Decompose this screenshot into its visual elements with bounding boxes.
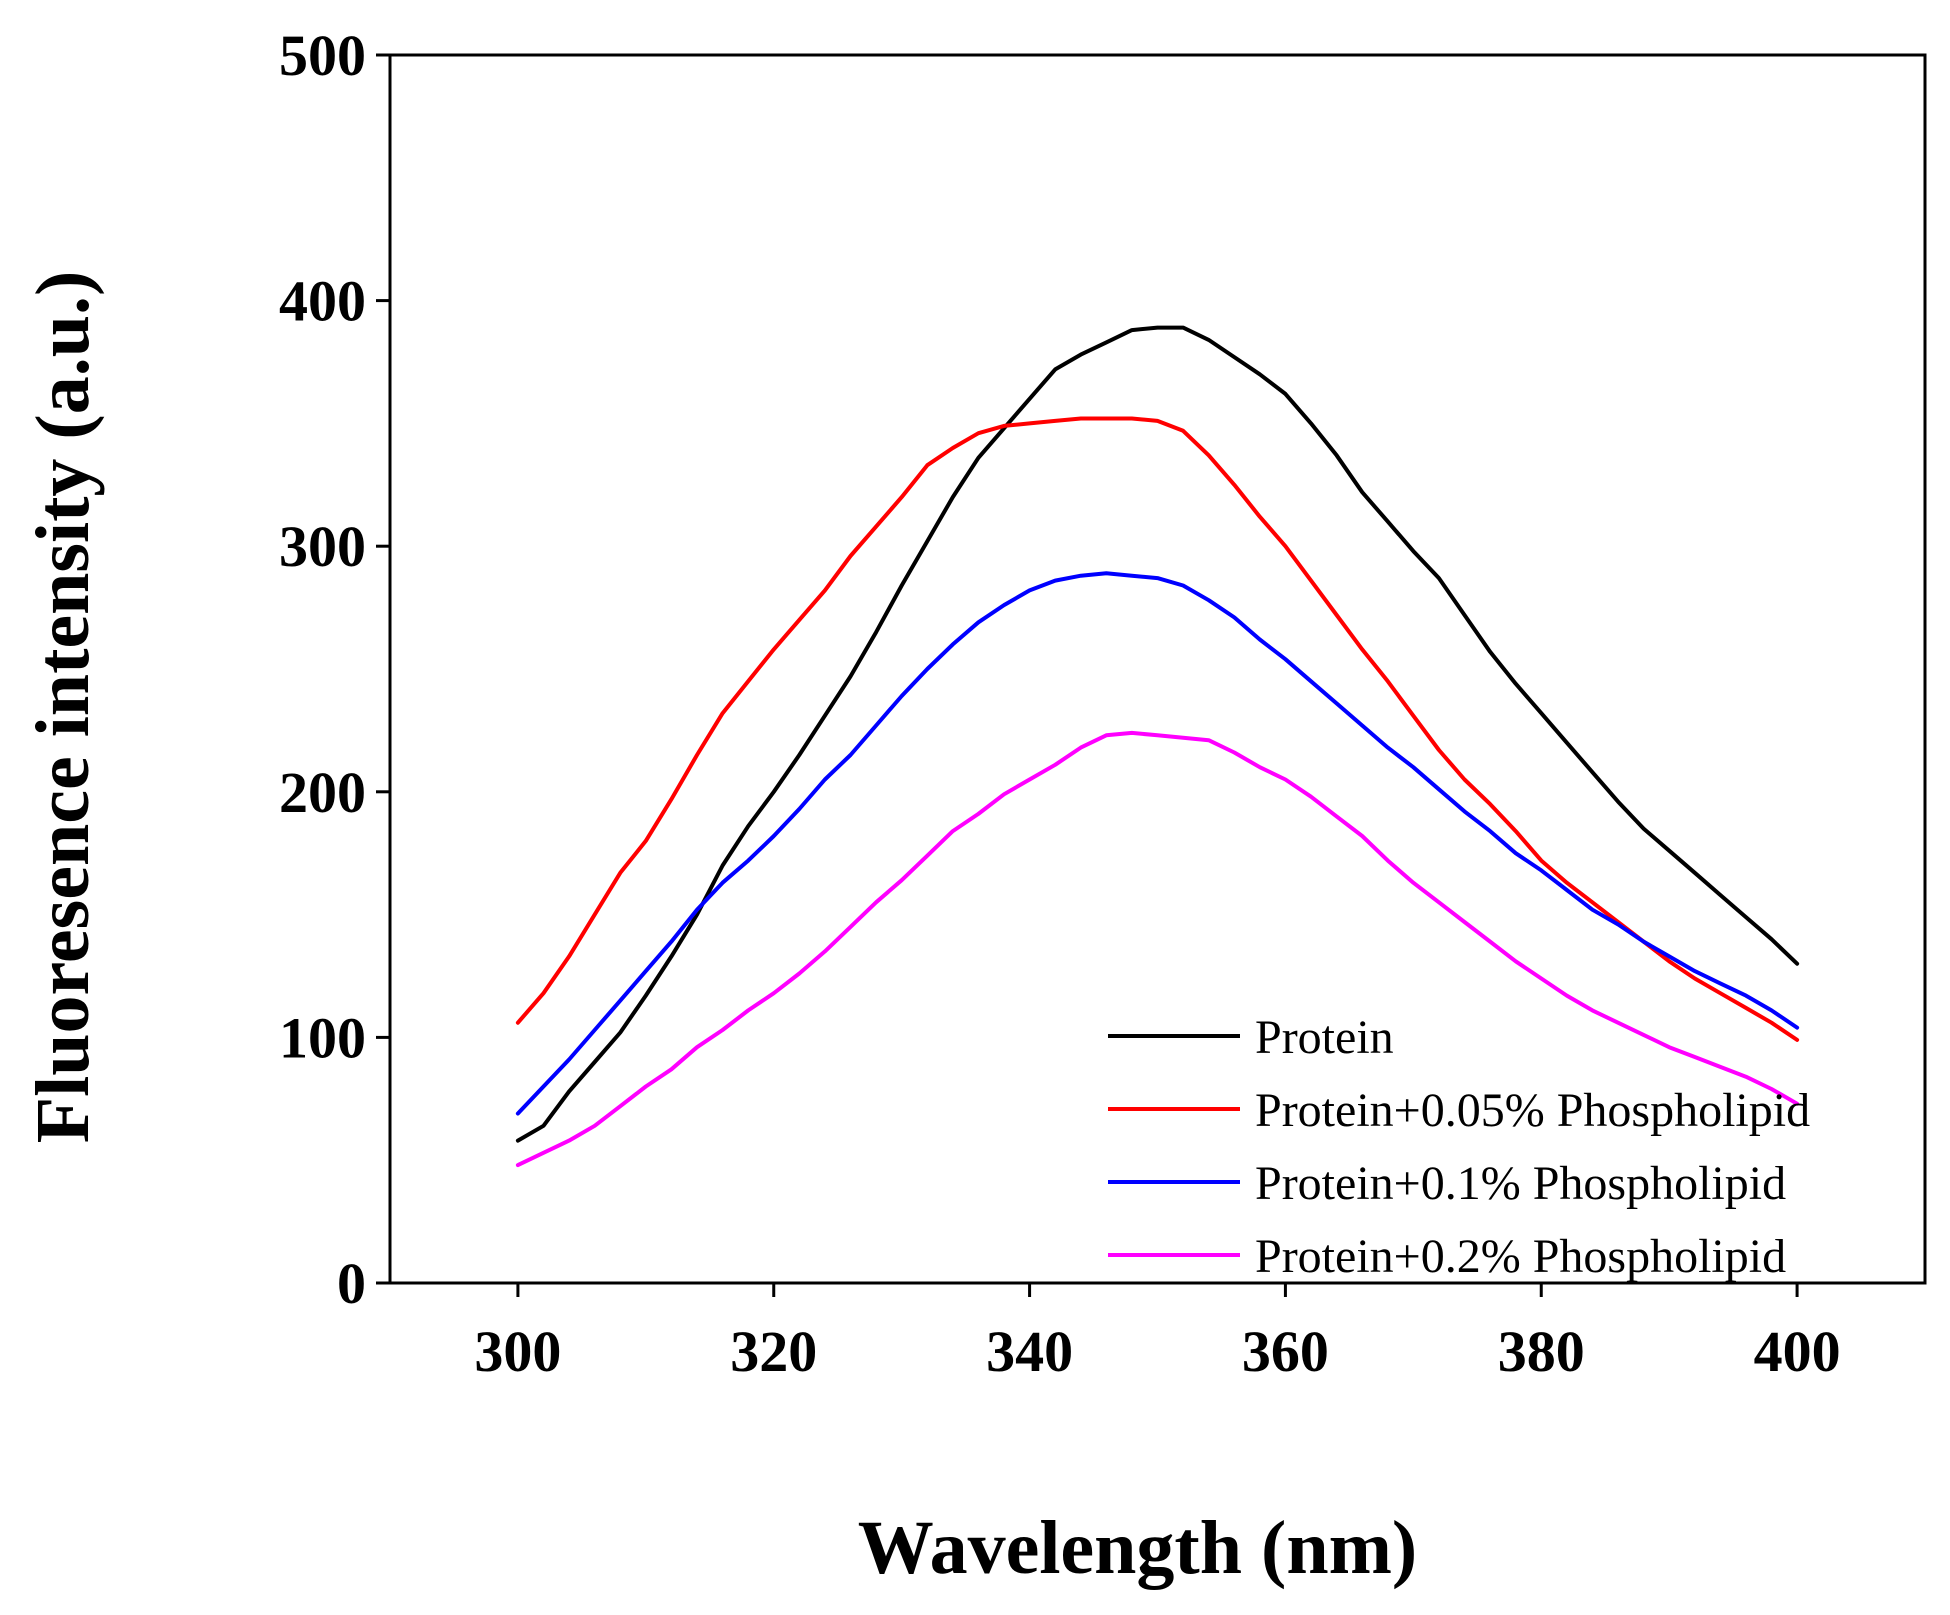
legend-label-3: Protein+0.1% Phospholipid bbox=[1255, 1157, 1786, 1210]
y-tick-label: 100 bbox=[279, 1005, 366, 1070]
y-tick-label: 400 bbox=[279, 269, 366, 334]
legend-label-1: Protein bbox=[1255, 1011, 1394, 1064]
x-tick-label: 400 bbox=[1754, 1319, 1841, 1384]
x-tick-label: 300 bbox=[474, 1319, 561, 1384]
x-tick-label: 380 bbox=[1498, 1319, 1585, 1384]
x-tick-label: 320 bbox=[730, 1319, 817, 1384]
series-line-2 bbox=[515, 416, 1800, 1042]
y-axis-title: Fluoresence intensity (a.u.) bbox=[21, 271, 105, 1144]
series-line-4 bbox=[515, 730, 1800, 1168]
plot-frame bbox=[388, 53, 1927, 1285]
y-tick-label: 200 bbox=[279, 760, 366, 825]
axis-ticks: 0 100 200 300 400 500 300 320 340 360 380 400 bbox=[279, 23, 1841, 1384]
x-tick-label: 340 bbox=[986, 1319, 1073, 1384]
legend-label-2: Protein+0.05% Phospholipid bbox=[1255, 1084, 1810, 1137]
x-axis-title: Wavelength (nm) bbox=[858, 1506, 1417, 1590]
y-tick-label: 0 bbox=[337, 1251, 366, 1316]
series-layer bbox=[515, 325, 1800, 1168]
y-tick-label: 300 bbox=[279, 514, 366, 579]
series-line-3 bbox=[515, 571, 1800, 1116]
legend: Protein Protein+0.05% Phospholipid Protein… bbox=[1108, 1011, 1810, 1283]
legend-label-4: Protein+0.2% Phospholipid bbox=[1255, 1230, 1786, 1283]
y-tick-label: 500 bbox=[279, 23, 366, 88]
x-tick-label: 360 bbox=[1242, 1319, 1329, 1384]
series-line-1 bbox=[515, 325, 1800, 1143]
